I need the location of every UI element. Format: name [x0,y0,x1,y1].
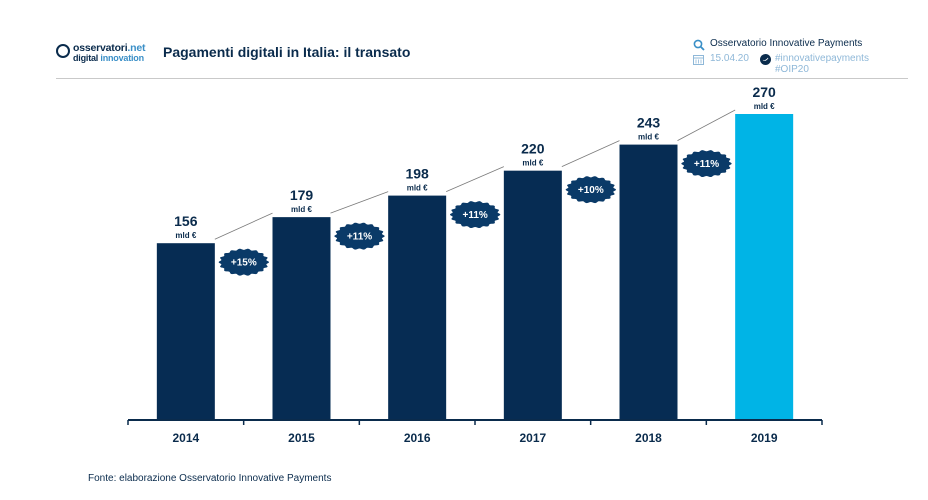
x-tick-label-2018: 2018 [635,431,662,445]
growth-connector-line [677,109,736,141]
value-label-2018: 243 [637,115,661,131]
unit-label-2019: mld € [754,102,775,111]
search-icon [693,39,705,51]
twitter-icon[interactable] [760,54,771,65]
growth-connector-line [561,140,620,168]
growth-badge [449,201,501,229]
value-label-2017: 220 [521,141,545,157]
unit-label-2016: mld € [407,184,428,193]
unit-label-2015: mld € [291,205,312,214]
growth-label: +10% [578,185,604,196]
organization-name: Osservatorio Innovative Payments [710,38,863,49]
growth-badge [218,248,270,276]
osservatori-logo[interactable]: osservatori.net digital innovation [56,40,146,64]
value-label-2015: 179 [290,187,314,203]
unit-label-2017: mld € [522,159,543,168]
growth-connector-line [330,191,389,214]
logo-text-line1: osservatori.net [73,42,146,54]
source-note: Fonte: elaborazione Osservatorio Innovat… [88,473,332,484]
unit-label-2014: mld € [175,231,196,240]
growth-connector-line [214,212,273,240]
x-tick-label-2019: 2019 [751,431,778,445]
page-title: Pagamenti digitali in Italia: il transat… [163,44,411,60]
header: osservatori.net digital innovation Pagam… [0,0,928,80]
bar-2016[interactable] [388,195,447,420]
logo-magnifier-icon [56,44,70,58]
bar-2019[interactable] [735,114,794,420]
bar-2015[interactable] [272,217,331,420]
growth-label: +11% [463,210,488,221]
bar-2018[interactable] [619,144,678,420]
growth-badge [334,222,385,250]
value-label-2016: 198 [405,166,429,182]
growth-badge [565,176,617,204]
x-tick-label-2015: 2015 [288,431,315,445]
bar-2014[interactable] [156,243,215,420]
x-tick-label-2017: 2017 [519,431,546,445]
value-label-2014: 156 [174,213,198,229]
hashtag-oip20[interactable]: #OIP20 [775,64,809,75]
header-divider [56,78,908,79]
growth-label: +11% [694,159,719,170]
x-tick-label-2016: 2016 [404,431,431,445]
growth-label: +15% [231,258,257,269]
calendar-icon [693,55,704,65]
logo-text-line2: digital innovation [73,53,144,63]
growth-connector-line [446,166,504,192]
growth-badge [681,150,732,178]
unit-label-2018: mld € [638,133,659,142]
value-label-2019: 270 [752,84,776,100]
event-date: 15.04.20 [710,53,749,64]
bar-2017[interactable] [503,170,562,420]
x-tick-label-2014: 2014 [172,431,199,445]
growth-label: +11% [347,232,372,243]
event-info: Osservatorio Innovative Payments 15.04.2… [693,38,923,78]
hashtag-innovativepayments[interactable]: #innovativepayments [775,53,869,64]
